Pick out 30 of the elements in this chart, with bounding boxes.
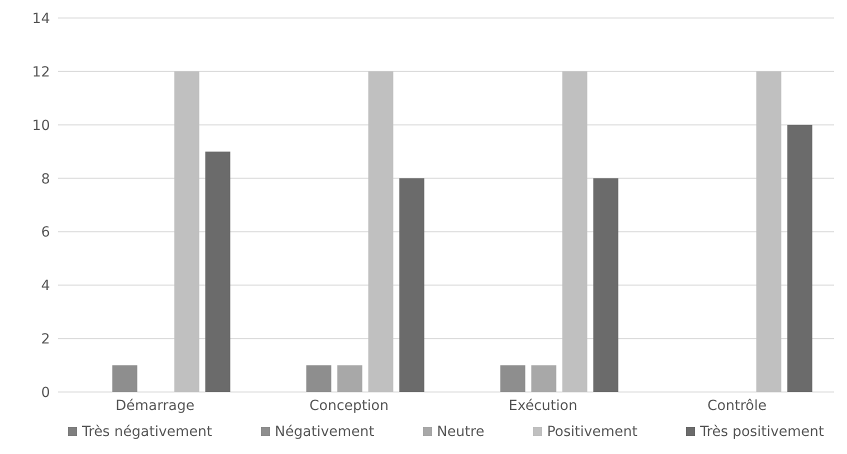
x-tick-label: Démarrage — [116, 398, 194, 414]
legend-label: Neutre — [436, 423, 484, 442]
bar — [306, 365, 332, 392]
y-tick-label: 14 — [32, 10, 50, 27]
legend-label: Très positivement — [700, 423, 824, 442]
bar — [593, 178, 618, 392]
x-tick-label: Exécution — [508, 398, 578, 414]
bar — [787, 124, 812, 392]
bar — [174, 71, 200, 392]
legend-label: Très négativement — [82, 423, 212, 442]
bar — [205, 152, 230, 392]
y-tick-label: 6 — [41, 224, 50, 241]
bar — [337, 365, 362, 392]
bar — [500, 365, 526, 392]
y-tick-label: 12 — [32, 64, 50, 80]
y-tick-label: 8 — [41, 171, 50, 188]
y-tick-label: 2 — [41, 332, 50, 348]
legend-label: Négativement — [274, 423, 374, 442]
y-tick-label: 4 — [41, 278, 50, 294]
bar — [562, 71, 588, 392]
bar — [112, 365, 138, 392]
x-tick-label: Conception — [309, 398, 389, 414]
bar — [531, 365, 556, 392]
legend-label: Positivement — [546, 423, 638, 442]
bar — [399, 178, 424, 392]
y-tick-label: 10 — [32, 118, 50, 134]
bar — [368, 71, 394, 392]
y-tick-label: 0 — [41, 384, 50, 401]
x-tick-label: Contrôle — [707, 398, 767, 414]
bar — [756, 71, 782, 392]
